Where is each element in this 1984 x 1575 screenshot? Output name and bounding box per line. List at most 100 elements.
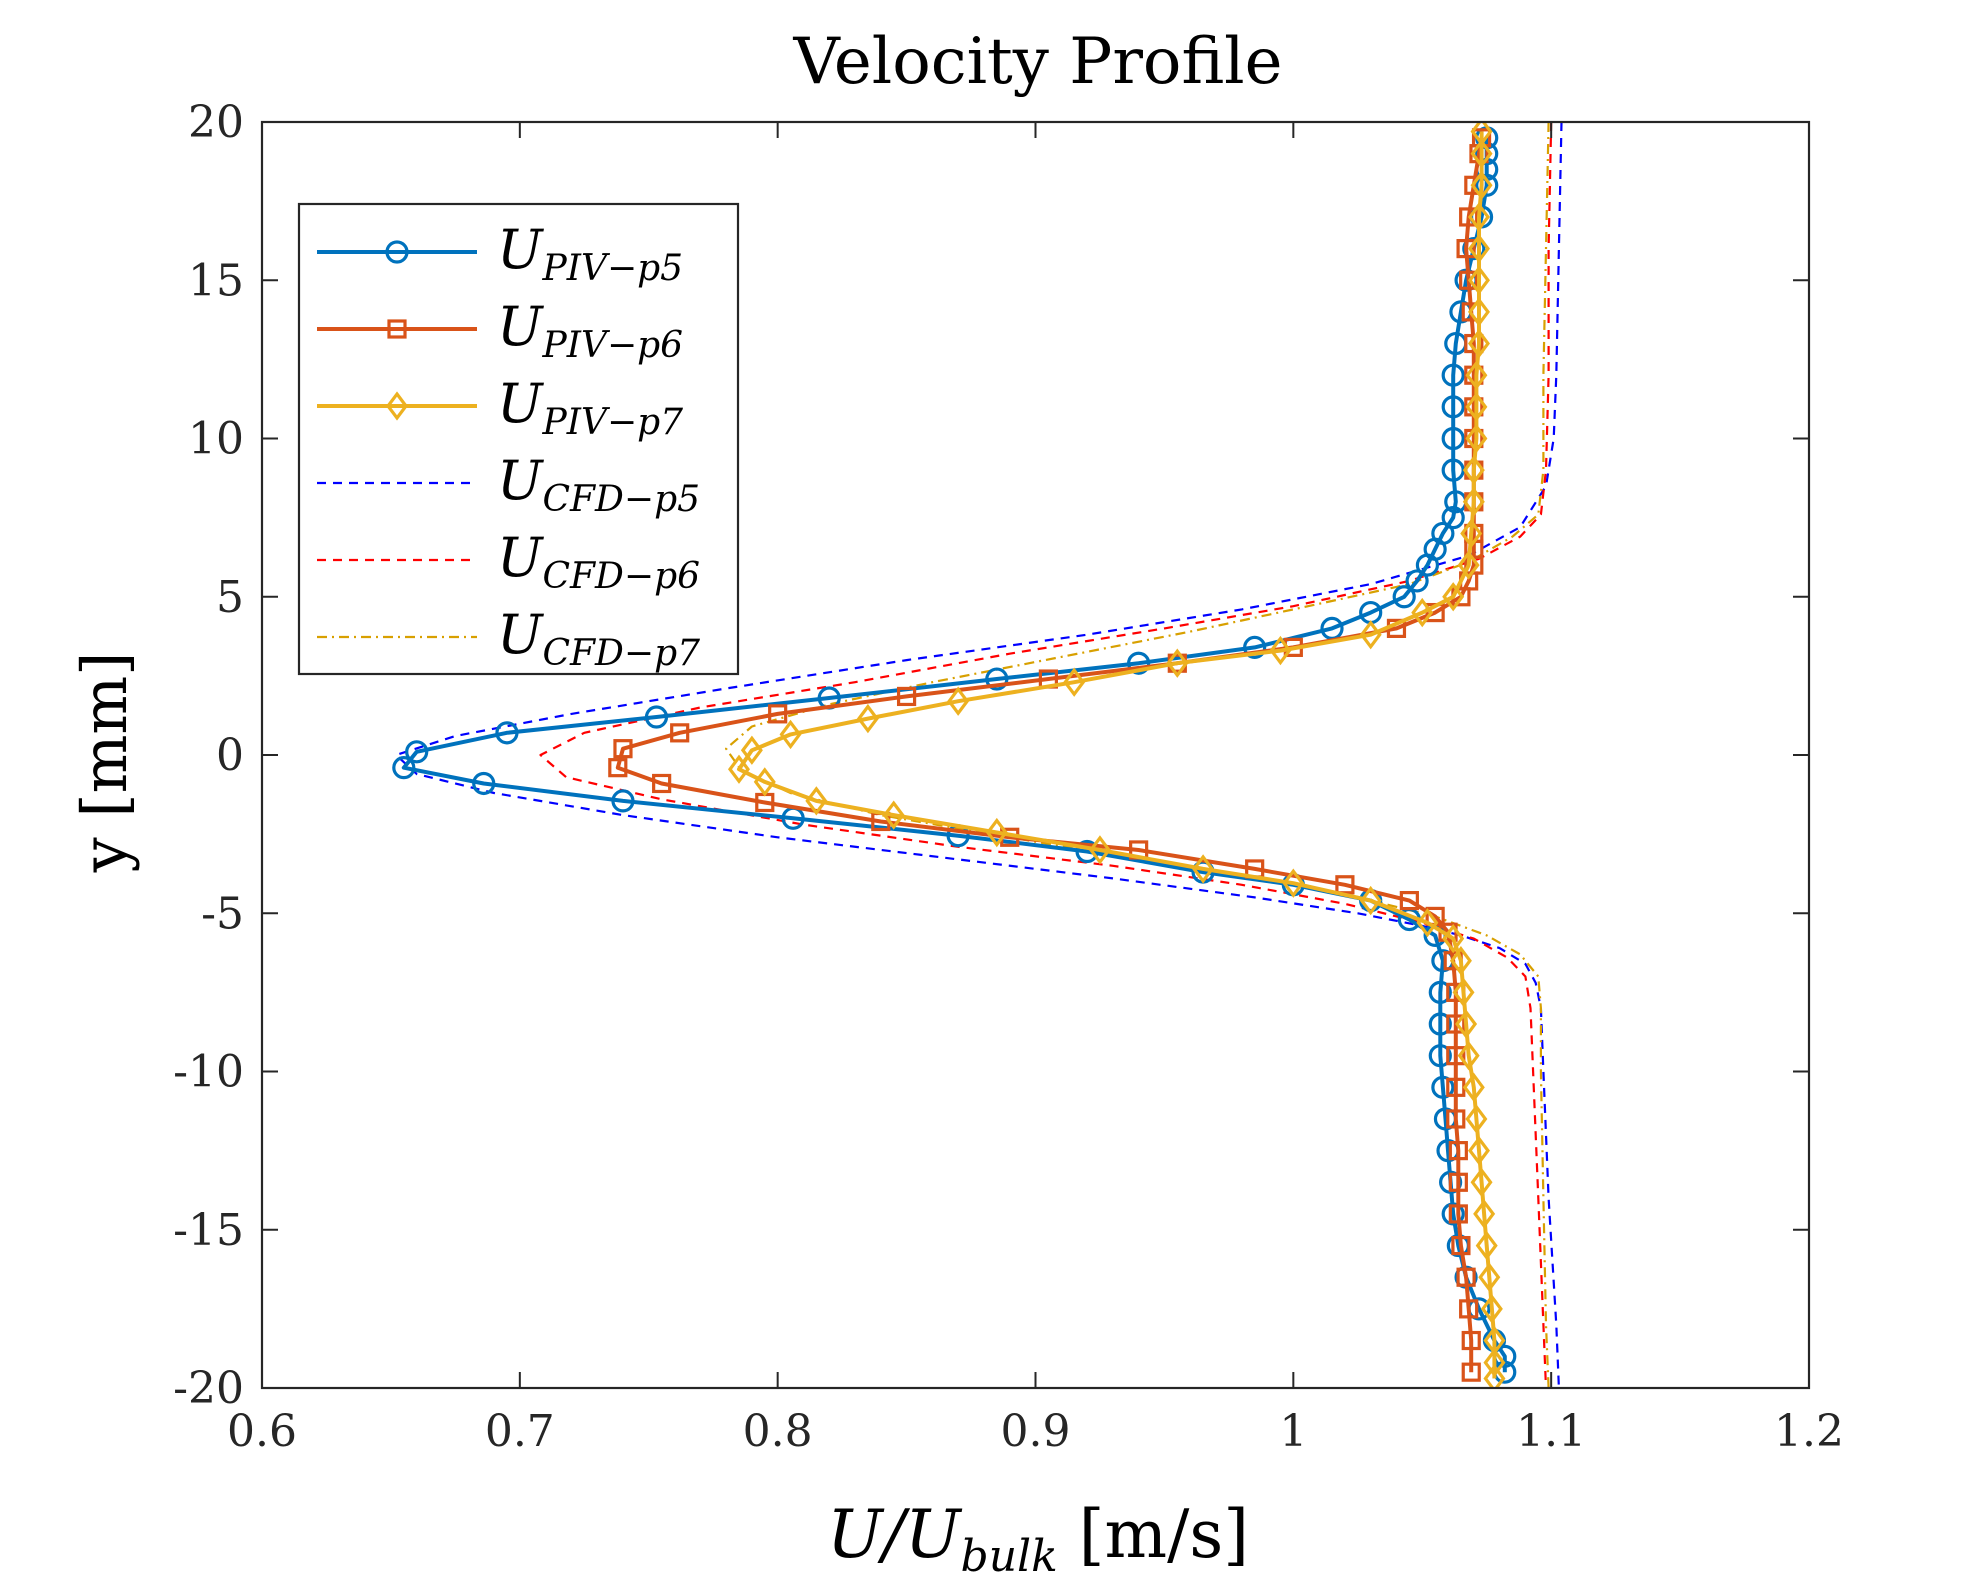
- legend-label-main: U: [497, 372, 544, 435]
- series-piv-p7: [727, 122, 1506, 1388]
- data-point-piv-p7-42: [1467, 1135, 1490, 1166]
- data-point-piv-p7-9: [1465, 392, 1488, 422]
- data-point-piv-p7-19: [1166, 648, 1189, 678]
- data-point-piv-p5-11: [1441, 426, 1465, 451]
- data-point-piv-p7-49: [1483, 1348, 1506, 1378]
- data-point-piv-p7-6: [1467, 297, 1490, 327]
- data-point-piv-p7-1: [1470, 138, 1493, 169]
- data-point-piv-p5-42: [1428, 1012, 1452, 1036]
- legend-label-main: U: [497, 218, 544, 281]
- y-tick-label: -15: [173, 1205, 244, 1256]
- series-cfd-p5: [395, 122, 1563, 1388]
- data-point-piv-p7-47: [1480, 1294, 1503, 1324]
- legend-label-cfd-p6: UCFD−p6: [497, 526, 700, 597]
- data-point-piv-p7-21: [947, 686, 970, 716]
- data-point-piv-p6-27: [608, 758, 628, 778]
- data-point-piv-p6-26: [613, 739, 633, 759]
- data-point-piv-p5-34: [1075, 839, 1099, 864]
- data-point-piv-p7-23: [779, 719, 802, 750]
- data-point-piv-p5-23: [1127, 651, 1151, 675]
- legend-label-subscript: PIV−p5: [542, 248, 684, 289]
- data-point-piv-p6-23: [896, 686, 917, 707]
- data-point-piv-p6-5: [1459, 270, 1479, 290]
- data-point-piv-p6-46: [1448, 1204, 1468, 1224]
- data-point-piv-p6-51: [1461, 1362, 1481, 1382]
- legend-label-main: U: [497, 526, 544, 589]
- data-point-piv-p7-39: [1457, 1041, 1480, 1071]
- x-tick-label: 0.6: [227, 1406, 297, 1457]
- data-point-piv-p7-3: [1467, 202, 1490, 232]
- series-line-piv-p6: [615, 137, 1484, 1373]
- data-point-piv-p5-17: [1415, 553, 1440, 577]
- data-point-piv-p7-30: [1088, 835, 1111, 865]
- chart-title: Velocity Profile: [793, 25, 1283, 99]
- data-point-piv-p5-1: [1475, 142, 1499, 166]
- x-tick-label: 1: [1279, 1406, 1307, 1457]
- data-point-piv-p7-28: [882, 800, 905, 830]
- data-point-piv-p7-14: [1457, 550, 1480, 580]
- data-point-piv-p5-31: [611, 789, 635, 813]
- data-point-piv-p5-9: [1441, 363, 1465, 387]
- data-point-piv-p5-26: [644, 705, 669, 729]
- legend: UPIV−p5UPIV−p6UPIV−p7UCFD−p5UCFD−p6UCFD−…: [297, 202, 740, 676]
- data-point-piv-p6-7: [1464, 333, 1484, 354]
- data-point-piv-p6-50: [1461, 1330, 1481, 1351]
- data-point-piv-p7-34: [1416, 908, 1439, 938]
- data-point-piv-p7-36: [1449, 946, 1472, 976]
- legend-marker-piv-p7: [386, 391, 408, 421]
- y-tick-label: 0: [216, 730, 244, 781]
- series-line-cfd-p7: [725, 122, 1550, 1388]
- data-point-piv-p7-12: [1462, 487, 1485, 517]
- data-point-piv-p7-27: [805, 786, 828, 816]
- legend-label-piv-p5: UPIV−p5: [497, 218, 683, 289]
- data-point-piv-p5-5: [1462, 237, 1486, 261]
- data-point-piv-p7-35: [1442, 923, 1465, 954]
- data-point-piv-p7-43: [1470, 1167, 1493, 1197]
- data-point-piv-p7-8: [1465, 360, 1488, 390]
- y-tick-label: 5: [216, 572, 244, 623]
- data-point-piv-p7-15: [1442, 582, 1465, 612]
- data-point-piv-p7-16: [1411, 597, 1434, 628]
- data-point-piv-p5-3: [1475, 173, 1499, 197]
- data-point-piv-p5-43: [1428, 1044, 1452, 1068]
- x-axis-label-subscript: bulk: [961, 1531, 1058, 1575]
- data-point-piv-p7-37: [1452, 977, 1475, 1008]
- data-point-piv-p6-44: [1448, 1141, 1468, 1161]
- legend-label-cfd-p5: UCFD−p5: [497, 449, 700, 520]
- data-point-piv-p7-7: [1467, 328, 1490, 359]
- data-point-piv-p7-29: [985, 817, 1008, 848]
- x-tick-label: 0.8: [743, 1406, 813, 1457]
- data-point-piv-p6-24: [768, 704, 788, 724]
- x-tick-label: 1.2: [1774, 1406, 1844, 1457]
- data-point-piv-p7-50: [1483, 1363, 1506, 1388]
- legend-label-cfd-p7: UCFD−p7: [497, 603, 700, 674]
- y-tick-label: -5: [201, 888, 244, 939]
- axes: 0.6 0.7 0.8 0.9 1 1.1 1.2 -20 -15 -10 -5 0 5 10 15 20: [173, 97, 1844, 1457]
- legend-label-main: U: [497, 603, 544, 666]
- data-point-piv-p5-27: [495, 721, 519, 745]
- data-point-piv-p6-35: [1399, 890, 1419, 911]
- x-tick-label: 0.9: [1001, 1406, 1071, 1457]
- data-point-piv-p7-40: [1462, 1072, 1485, 1102]
- legend-label-subscript: CFD−p5: [543, 479, 701, 520]
- legend-label-main: U: [497, 295, 544, 358]
- data-point-piv-p7-10: [1465, 423, 1488, 454]
- y-tick-label: 15: [188, 255, 244, 306]
- data-point-piv-p7-33: [1359, 885, 1382, 916]
- data-point-piv-p5-10: [1441, 395, 1465, 419]
- series-line-cfd-p5: [395, 122, 1563, 1388]
- legend-box: [297, 202, 740, 676]
- y-tick-label: 10: [188, 414, 244, 465]
- data-point-piv-p6-45: [1448, 1172, 1468, 1192]
- series-cfd-p7: [725, 122, 1550, 1388]
- legend-label-subscript: CFD−p6: [543, 556, 701, 597]
- x-tick-label: 0.7: [485, 1406, 555, 1457]
- data-point-piv-p7-22: [856, 703, 879, 734]
- data-point-piv-p6-41: [1446, 1046, 1466, 1066]
- x-axis-label-main: U/U: [827, 1496, 963, 1573]
- y-tick-label: -20: [173, 1363, 244, 1414]
- data-point-piv-p5-28: [405, 740, 429, 764]
- data-point-piv-p5-22: [1243, 635, 1267, 659]
- data-point-piv-p6-4: [1456, 239, 1476, 259]
